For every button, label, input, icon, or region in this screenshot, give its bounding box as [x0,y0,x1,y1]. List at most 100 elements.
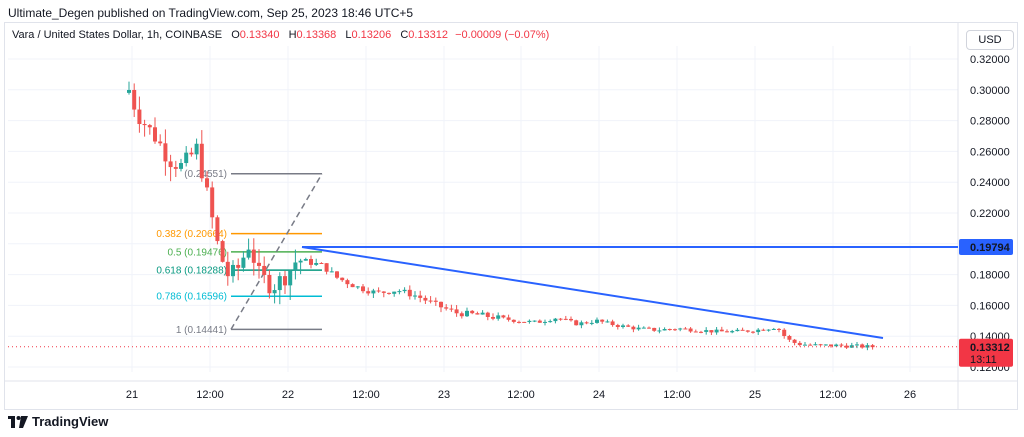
candle [402,287,407,294]
candle-body [709,330,714,333]
candle [849,342,854,348]
candle-body [168,161,173,168]
fib-trend-line [230,173,323,330]
candle-countdown: 13:11 [970,354,997,366]
candle [153,117,157,144]
candle-body [496,315,501,319]
candle-body [501,315,506,318]
candle [657,327,662,334]
horizontal-line-tag-bg [959,238,1013,255]
current-price-label: 0.13312 [970,342,1010,354]
candle-body [756,329,761,333]
candle-body [137,109,142,125]
candle-body [413,295,417,297]
candle-body [636,327,641,330]
y-tick-label: 0.26000 [970,146,1010,158]
candle-body [231,264,235,277]
x-tick-label: 12:00 [196,389,224,401]
candle [231,260,235,283]
candle [277,272,282,305]
candle-body [558,318,563,320]
candle-body [511,319,516,322]
candle-body [803,344,807,346]
candle-body [766,329,771,331]
candle-body [771,328,776,330]
candle [283,270,287,295]
candle-body [849,345,854,348]
candle-body [527,320,532,323]
candle [709,330,714,336]
fib-level-label: 0.786 (0.16596) [156,292,227,303]
candle [480,310,485,315]
candle [225,251,230,286]
candle [662,327,667,331]
high-value: 0.13368 [296,29,337,41]
candle [818,343,823,346]
candle [293,249,298,280]
candle-body [449,308,454,310]
candle [444,304,449,311]
candle [532,320,537,323]
candle [688,327,693,333]
candle-body [407,289,412,297]
symbol-legend: Vara / United States Dollar, 1h, COINBAS… [12,29,549,41]
x-tick-label: 12:00 [819,389,847,401]
candle [704,327,709,335]
candle-body [595,319,599,323]
currency-button[interactable]: USD [966,30,1014,50]
candle-body [262,265,267,275]
candle [158,134,163,146]
candle-body [673,329,677,331]
candle [652,327,657,332]
candle-body [818,344,823,346]
candle [823,344,828,346]
candle [205,171,209,191]
candle-body [548,321,553,323]
candle-body [485,312,490,317]
candle [569,316,573,322]
candle [407,285,412,300]
candle [673,328,677,331]
candle [257,249,261,279]
candle [860,343,865,349]
candle-body [387,292,391,294]
symbol-name[interactable]: Vara / United States Dollar, 1h, COINBAS… [12,29,223,41]
candle-body [667,329,672,331]
candle-body [246,249,251,258]
y-tick-label: 0.28000 [970,116,1010,128]
candle [345,278,350,289]
candle [501,314,506,319]
chart-frame [4,22,1018,410]
candle-body [418,295,423,298]
candle [735,327,740,332]
candle [413,291,417,300]
candle-body [444,307,449,309]
candle-body [589,322,594,324]
candle-body [423,297,428,301]
horizontal-line-tag: 0.19794 [959,238,1013,255]
candle [683,326,688,330]
candle [470,310,475,315]
candle [641,326,646,329]
candle-body [647,327,651,329]
candle [574,319,579,326]
high-label: H [288,29,297,41]
open-value: 0.13340 [239,29,280,41]
candle [558,317,563,321]
x-tick-label: 23 [438,389,450,401]
candle-body [350,284,355,288]
candle-body [241,257,246,268]
candle [449,304,454,312]
candle-body [860,344,865,348]
candle [522,321,527,323]
candle-body [132,89,137,110]
candle-body [693,331,698,333]
candle-body [314,262,319,265]
candle-body [662,329,667,331]
candle [761,328,766,331]
candle-body [459,313,464,317]
candle-body [532,320,537,322]
candle-body [579,322,584,326]
candle-body [402,289,407,292]
